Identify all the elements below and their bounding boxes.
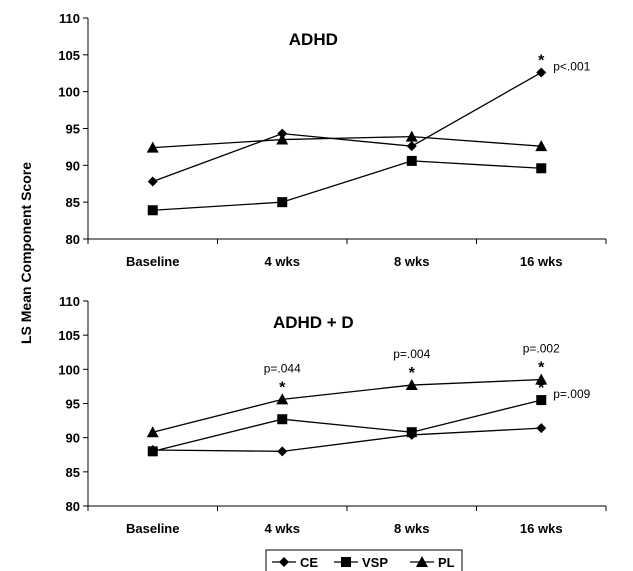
series-line-pl (152, 135, 542, 149)
x-tick-label: Baseline (126, 521, 179, 536)
significance-star: * (279, 379, 286, 396)
y-tick-label: 105 (58, 328, 80, 343)
significance-star: * (538, 380, 545, 397)
x-tick-label: Baseline (126, 254, 179, 269)
p-value-label: p=.004 (393, 347, 430, 361)
y-tick-label: 90 (66, 431, 80, 446)
y-tick-label: 95 (66, 122, 80, 137)
legend-marker-pl (416, 556, 428, 567)
y-tick-label: 90 (66, 158, 80, 173)
chart-adhd-plus-d: 80 85 90 95 100 105 110 Baseline 4 wks 8 wks 16 wk… (58, 294, 607, 536)
y-tick-label: 80 (66, 232, 80, 247)
legend: CE VSP PL (265, 549, 463, 571)
point-vsp (406, 155, 417, 166)
y-tick-label: 85 (66, 465, 80, 480)
y-tick-label: 110 (59, 11, 80, 26)
chart-title: ADHD + D (273, 313, 354, 332)
x-tick-label: 8 wks (394, 521, 429, 536)
series-line-vsp (152, 160, 542, 211)
x-tick-label: 16 wks (520, 521, 563, 536)
legend-box (265, 549, 463, 571)
point-vsp (406, 427, 417, 438)
legend-label-vsp: VSP (362, 555, 388, 570)
p-value-label: p=.044 (264, 361, 301, 375)
legend-marker-vsp (341, 557, 351, 567)
point-pl (276, 133, 289, 145)
series-line-ce (152, 427, 542, 452)
point-pl (535, 373, 548, 385)
y-tick-label: 80 (66, 499, 80, 514)
point-pl (146, 141, 159, 153)
x-tick-label: 4 wks (265, 254, 300, 269)
series-line-ce (152, 71, 542, 183)
significance-star: * (409, 365, 416, 382)
significance-star: * (538, 360, 545, 377)
y-tick-label: 105 (58, 48, 80, 63)
point-ce (406, 141, 417, 152)
y-tick-label: 85 (66, 195, 80, 210)
series-line-vsp (152, 399, 542, 452)
significance-star: * (538, 53, 545, 70)
point-ce (536, 423, 547, 434)
point-pl (146, 426, 159, 438)
chart-title: ADHD (289, 30, 338, 49)
p-value-label: p=.002 (523, 342, 560, 356)
legend-marker-ce (279, 557, 289, 567)
point-vsp (277, 414, 288, 425)
point-ce (277, 446, 288, 457)
legend-label-ce: CE (300, 555, 318, 570)
point-vsp (147, 446, 158, 457)
x-tick-label: 4 wks (265, 521, 300, 536)
y-tick-label: 100 (58, 362, 80, 377)
x-tick-label: 8 wks (394, 254, 429, 269)
p-value-label: p=.009 (553, 387, 590, 401)
p-value-label: p<.001 (553, 60, 590, 74)
point-ce (536, 67, 547, 78)
point-vsp (147, 205, 158, 216)
point-pl (535, 140, 548, 152)
x-tick-label: 16 wks (520, 254, 563, 269)
point-ce (147, 176, 158, 187)
y-tick-label: 110 (59, 294, 80, 309)
point-pl (405, 130, 418, 142)
series-line-pl (152, 378, 542, 433)
chart-adhd: 80 85 90 95 100 105 110 Baseline 4 wks 8 wks 16 wk… (58, 11, 607, 269)
point-vsp (277, 197, 288, 208)
point-vsp (536, 395, 547, 406)
y-tick-label: 95 (66, 397, 80, 412)
point-vsp (536, 163, 547, 174)
point-pl (276, 393, 289, 405)
y-axis-label: LS Mean Component Score (18, 162, 34, 344)
point-pl (405, 379, 418, 391)
legend-label-pl: PL (438, 555, 455, 570)
y-tick-label: 100 (58, 85, 80, 100)
